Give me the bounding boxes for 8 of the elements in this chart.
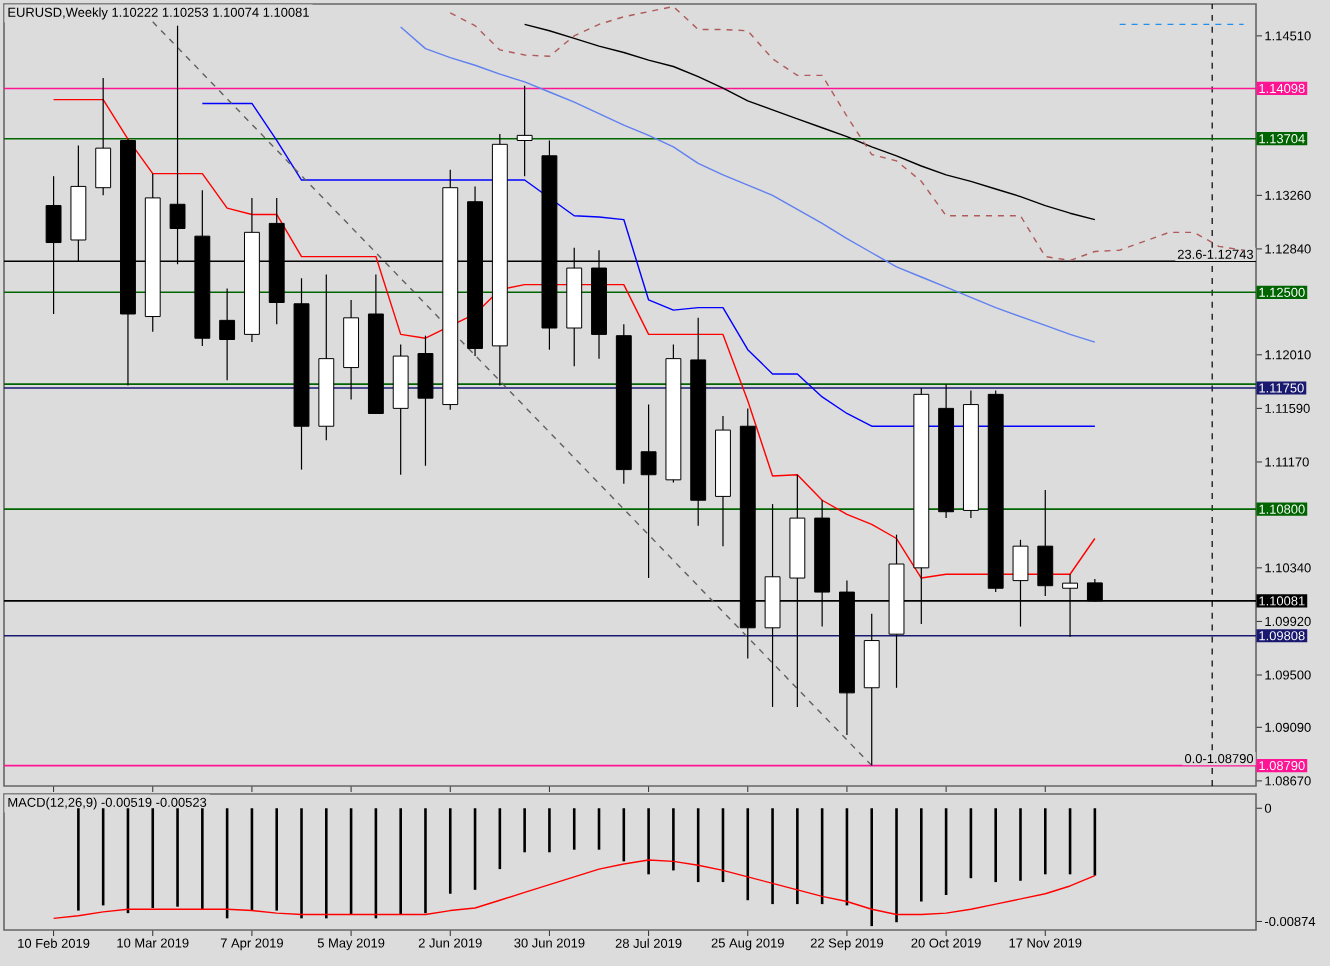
- candlestick: [640, 403, 657, 579]
- candlestick: [1037, 489, 1054, 597]
- candlestick: [95, 77, 112, 196]
- candlestick: [863, 613, 880, 767]
- candlestick: [516, 85, 533, 177]
- line-series: [523, 23, 1096, 221]
- candlestick: [417, 335, 434, 467]
- candlestick: [219, 287, 236, 381]
